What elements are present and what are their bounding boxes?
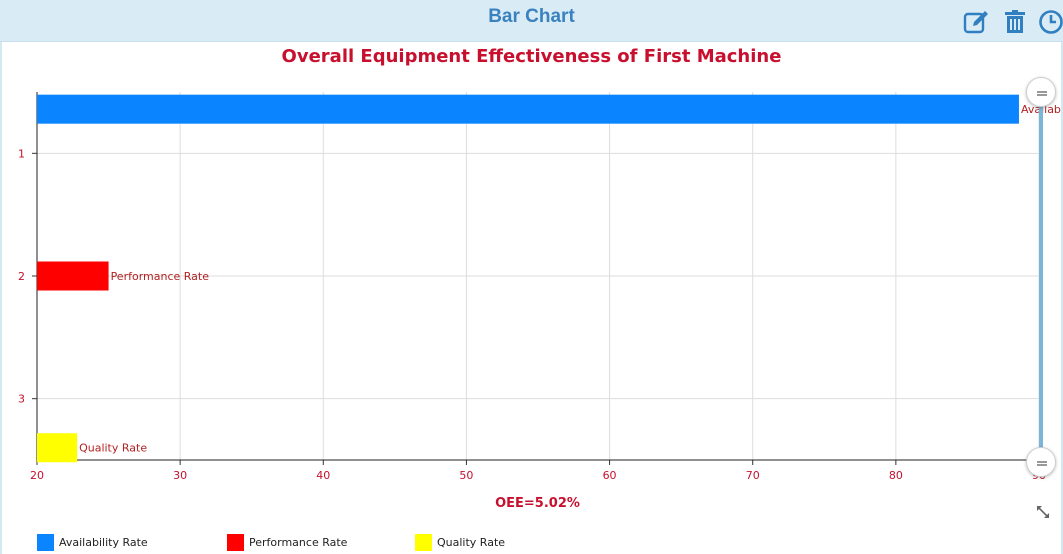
legend-swatch [415,533,432,551]
x-tick-label: 60 [603,469,617,480]
x-tick-label: 40 [316,469,330,480]
x-tick-label: 20 [30,469,44,480]
bar [37,261,109,291]
legend-item[interactable]: Quality Rate [415,533,505,551]
zoom-slider-track[interactable] [1039,92,1043,460]
zoom-slider-top-handle[interactable] [1026,77,1056,107]
panel-header: Bar Chart [0,0,1063,42]
x-axis-label: OEE=5.02% [495,496,580,511]
x-tick-label: 80 [889,469,903,480]
x-tick-label: 50 [459,469,473,480]
bar-data-label: Performance Rate [111,270,210,283]
delete-button[interactable] [1001,8,1029,36]
legend-swatch [37,533,54,551]
x-tick-label: 70 [746,469,760,480]
chart-legend: Availability Rate Performance Rate Quali… [37,533,1037,551]
y-tick-label: 3 [18,393,25,406]
trash-icon [1005,10,1025,33]
legend-item[interactable]: Performance Rate [227,533,347,551]
edit-icon [963,11,988,34]
legend-swatch [227,533,244,551]
chart-title: Overall Equipment Effectiveness of First… [281,46,782,67]
resize-icon[interactable] [1034,503,1052,521]
legend-label: Performance Rate [249,535,348,549]
panel-title: Bar Chart [488,6,575,27]
zoom-slider-bottom-handle[interactable] [1026,447,1056,477]
y-tick-label: 1 [18,147,25,160]
legend-item[interactable]: Availability Rate [37,533,148,551]
legend-label: Quality Rate [437,535,506,549]
bar-chart: 2030405060708090123Availability RatePerf… [18,92,1061,480]
history-button[interactable] [1037,8,1063,36]
y-tick-label: 2 [18,270,25,283]
edit-button[interactable] [962,8,990,36]
clock-icon [1039,10,1063,34]
bar-data-label: Quality Rate [79,442,147,455]
bar [37,94,1019,124]
x-tick-label: 30 [173,469,187,480]
bar [37,433,78,463]
legend-label: Availability Rate [59,535,148,549]
